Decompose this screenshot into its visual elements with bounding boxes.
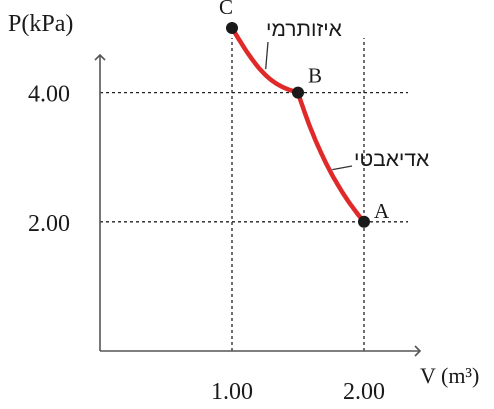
isothermal-leader-line xyxy=(265,41,269,70)
adiabatic-leader-line xyxy=(332,165,353,171)
adiabatic-label: אדיאבטי xyxy=(354,148,429,171)
process-curves xyxy=(229,25,367,225)
curve-adiabatic xyxy=(295,90,367,225)
dotted-gridlines xyxy=(100,38,408,351)
state-points xyxy=(226,22,370,228)
point-b xyxy=(292,86,304,99)
y-tick-label: 4.00 xyxy=(28,82,70,108)
y-axis-title: P(kPa) xyxy=(8,11,73,37)
point-label-c: C xyxy=(219,0,233,19)
chart-labels: 2.00 4.00 1.00 2.00 P(kPa) V (m³) איזותרמי אדיא… xyxy=(8,0,479,405)
point-a xyxy=(358,215,370,228)
y-tick-label: 2.00 xyxy=(28,211,70,237)
point-c xyxy=(226,22,238,34)
point-label-a: A xyxy=(374,199,390,223)
curve-isothermal xyxy=(229,25,301,95)
point-label-b: B xyxy=(308,64,322,88)
x-tick-label: 2.00 xyxy=(343,379,385,405)
x-axis-title: V (m³) xyxy=(420,363,479,388)
isothermal-label: איזותרמי xyxy=(266,18,342,41)
x-tick-label: 1.00 xyxy=(211,379,253,405)
